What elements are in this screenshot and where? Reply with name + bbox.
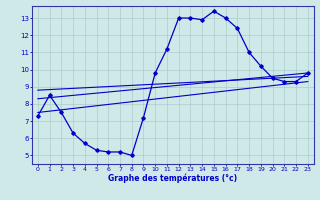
X-axis label: Graphe des températures (°c): Graphe des températures (°c) xyxy=(108,173,237,183)
